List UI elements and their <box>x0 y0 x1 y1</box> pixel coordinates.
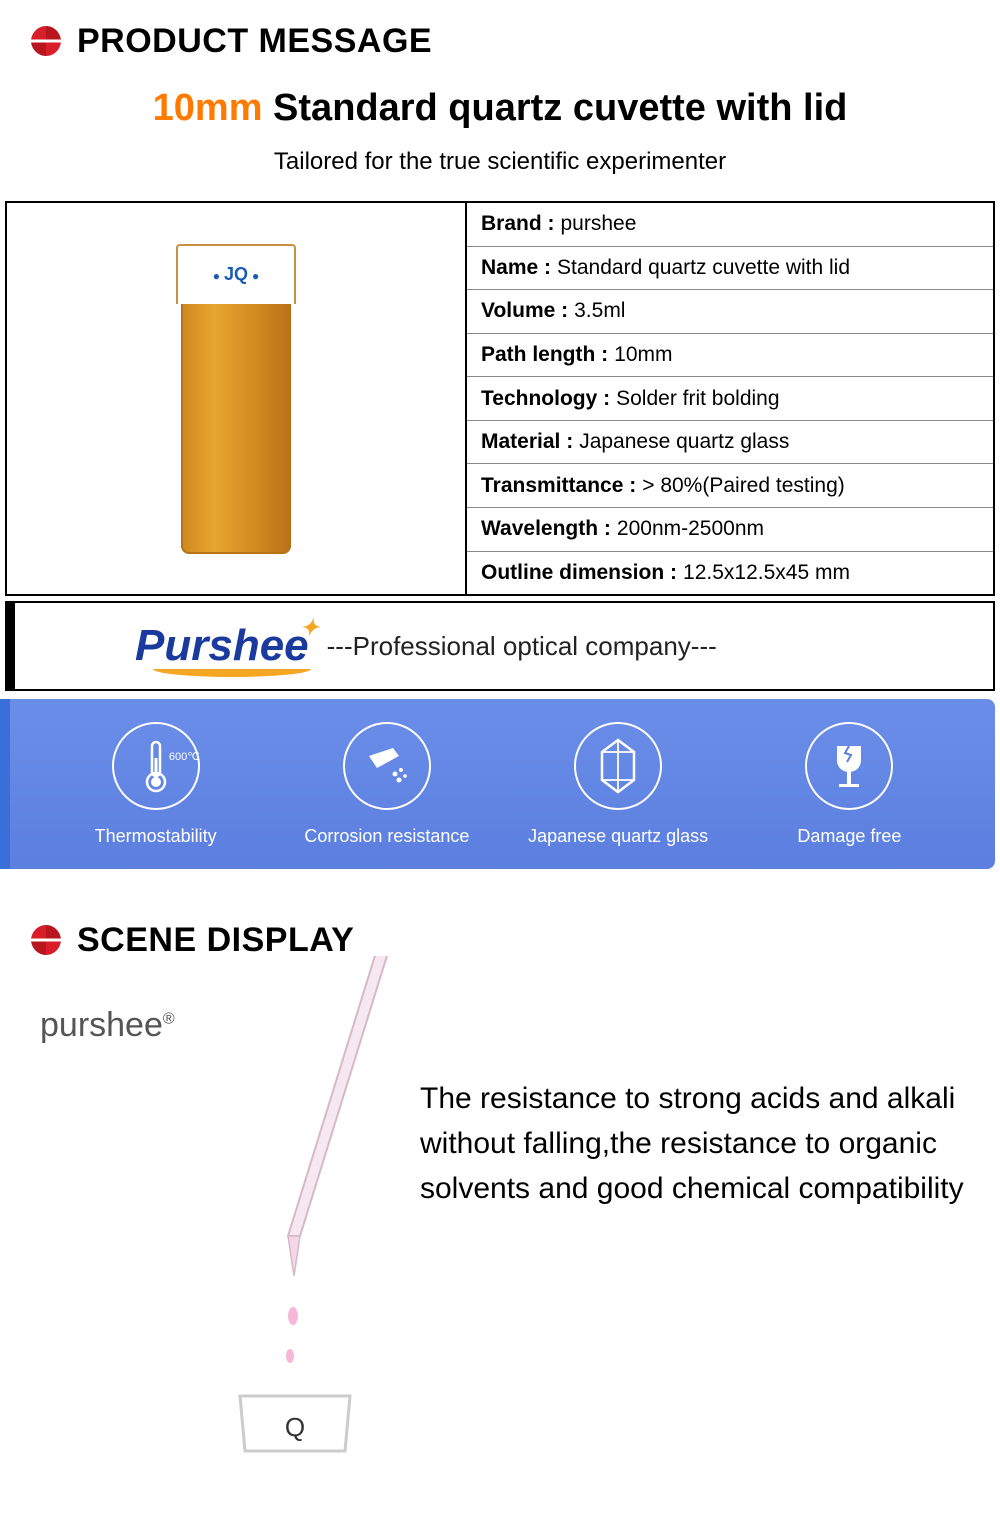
feature-strip: 600℃ Thermostability Corrosion resistanc… <box>0 699 995 869</box>
feature-quartz: Japanese quartz glass <box>518 722 718 847</box>
spec-row: Path length : 10mm <box>467 334 993 378</box>
cuvette-illustration: JQ <box>176 244 296 554</box>
specs-table: Brand : purshee Name : Standard quartz c… <box>467 203 993 594</box>
title-rest: Standard quartz cuvette with lid <box>263 87 848 129</box>
section-title: SCENE DISPLAY <box>77 921 354 960</box>
product-subtitle: Tailored for the true scientific experim… <box>0 148 1000 176</box>
spec-row: Brand : purshee <box>467 203 993 247</box>
spec-row: Outline dimension : 12.5x12.5x45 mm <box>467 552 993 595</box>
scene-section: SCENE DISPLAY purshee® Q The resistance … <box>0 899 1000 1211</box>
section-title: PRODUCT MESSAGE <box>77 22 432 61</box>
swoosh-icon <box>153 661 311 677</box>
product-image-cell: JQ <box>7 203 467 594</box>
scene-display-header: SCENE DISPLAY <box>0 899 1000 971</box>
star-icon: ✦ <box>300 615 318 641</box>
spec-row: Name : Standard quartz cuvette with lid <box>467 247 993 291</box>
brand-tagline: ---Professional optical company--- <box>327 631 717 662</box>
spec-row: Material : Japanese quartz glass <box>467 421 993 465</box>
spec-row: Volume : 3.5ml <box>467 290 993 334</box>
cuvette-label: JQ <box>209 264 264 285</box>
temp-label: 600℃ <box>169 750 200 763</box>
specs-container: JQ Brand : purshee Name : Standard quart… <box>5 201 995 596</box>
feature-corrosion: Corrosion resistance <box>287 722 487 847</box>
corrosion-icon <box>343 722 431 810</box>
thermometer-icon: 600℃ <box>112 722 200 810</box>
quartz-icon <box>574 722 662 810</box>
spec-row: Transmittance : > 80%(Paired testing) <box>467 464 993 508</box>
logo-icon <box>25 20 67 62</box>
purshee-logo: Purshee ✦ <box>135 621 309 671</box>
product-title-block: 10mm Standard quartz cuvette with lid Ta… <box>0 72 1000 201</box>
scene-left: purshee® Q <box>20 976 420 1211</box>
spec-row: Wavelength : 200nm-2500nm <box>467 508 993 552</box>
title-highlight: 10mm <box>153 87 263 129</box>
scene-description: The resistance to strong acids and alkal… <box>420 976 980 1211</box>
logo-icon <box>25 919 67 961</box>
scene-content: purshee® Q The resistance to strong acid… <box>0 976 1000 1211</box>
svg-text:Q: Q <box>285 1412 305 1442</box>
feature-damage-free: Damage free <box>749 722 949 847</box>
fragile-icon <box>805 722 893 810</box>
feature-thermostability: 600℃ Thermostability <box>56 722 256 847</box>
pipette-illustration: Q <box>200 956 420 1456</box>
spec-row: Technology : Solder frit bolding <box>467 377 993 421</box>
product-title: 10mm Standard quartz cuvette with lid <box>0 87 1000 130</box>
brand-bar: Purshee ✦ ---Professional optical compan… <box>5 601 995 691</box>
product-message-header: PRODUCT MESSAGE <box>0 0 1000 72</box>
